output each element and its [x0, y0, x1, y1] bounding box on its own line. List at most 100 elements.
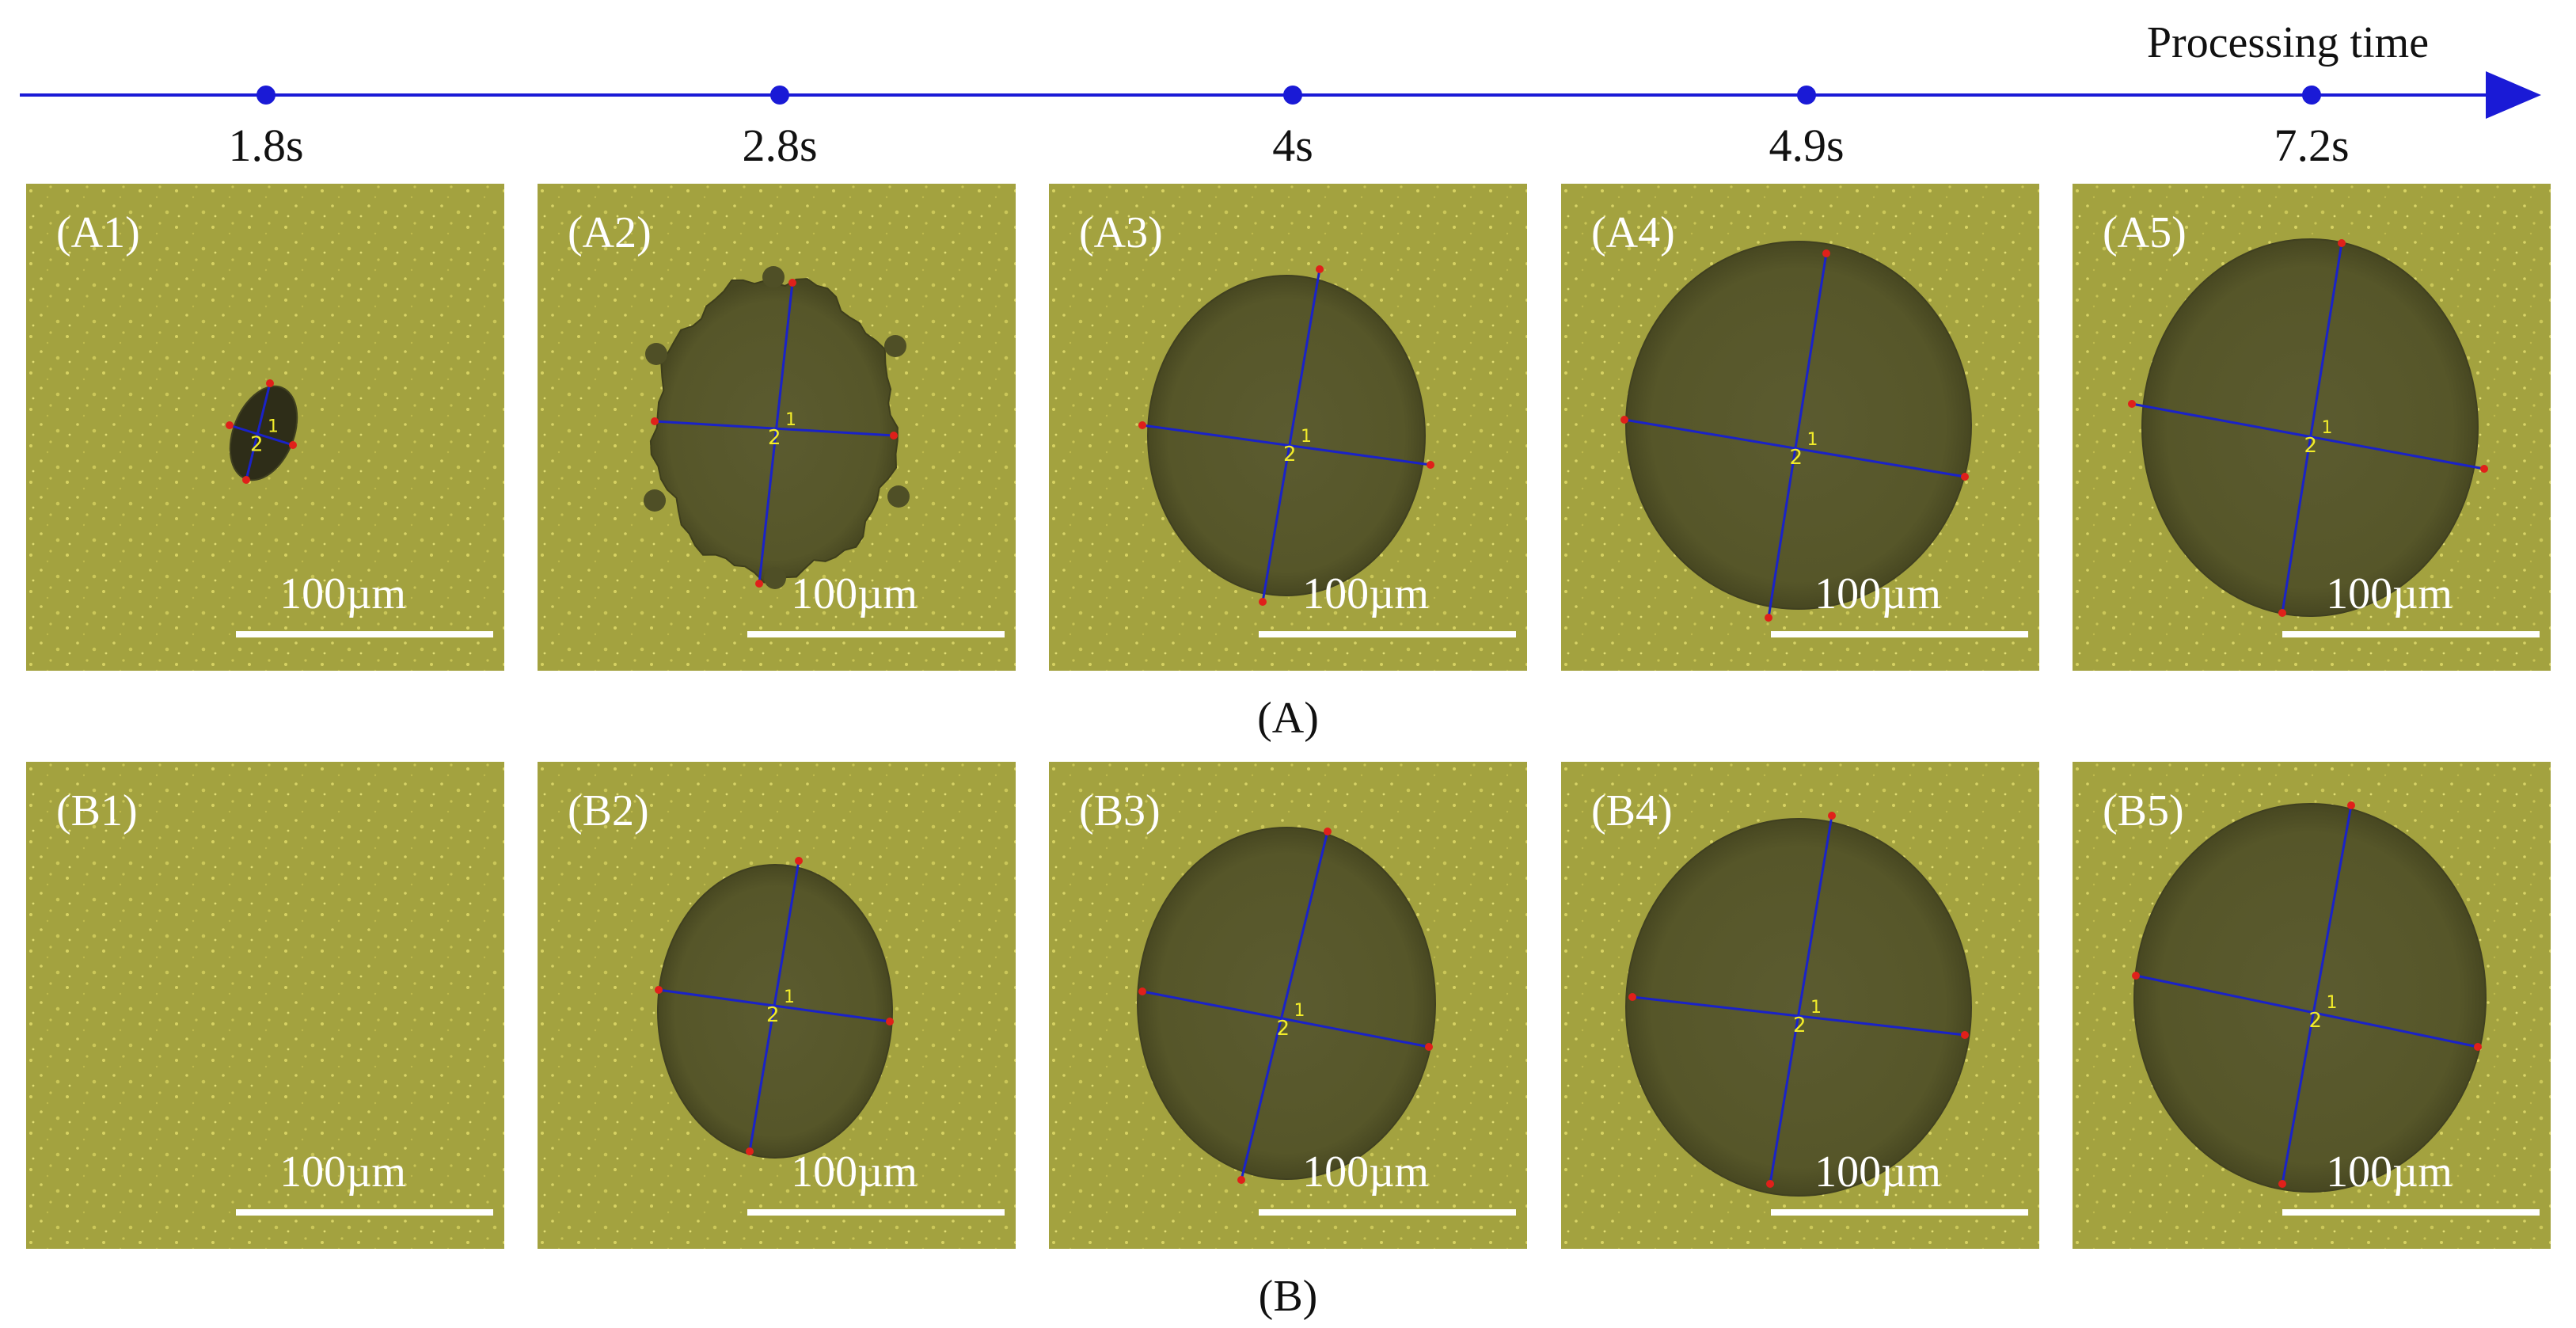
measure-endpoint	[2347, 801, 2355, 809]
timeline-time-label: 4s	[1272, 120, 1313, 171]
measure-endpoint	[1961, 473, 1969, 481]
measure-line-minor	[229, 424, 294, 447]
measure-endpoint	[2474, 1043, 2482, 1051]
scale-bar	[1259, 631, 1516, 637]
scale-bar	[1771, 1209, 2028, 1216]
measure-endpoint	[1259, 598, 1267, 606]
scale-bar-label: 100µm	[279, 1147, 406, 1197]
scale-bar-label: 100µm	[791, 569, 918, 618]
micrograph-panel: 12 (A5) 100µm	[2073, 184, 2551, 671]
timeline: Processing time 1.8s 2.8s 4s 4.9s 7.2s	[20, 18, 2541, 171]
timeline-marker	[1283, 86, 1302, 105]
scale-bar	[2282, 631, 2540, 637]
measure-line-minor	[1142, 424, 1431, 466]
measure-id-label: 1	[2327, 993, 2338, 1013]
scale-bar-label: 100µm	[791, 1147, 918, 1197]
measure-endpoint	[1828, 812, 1836, 820]
row-captions: (A) (B)	[1257, 694, 1319, 1321]
scale-bar-label: 100µm	[1814, 569, 1941, 618]
measure-endpoint	[1425, 1043, 1433, 1051]
measure-id-label: 1	[1294, 1001, 1305, 1021]
measure-id-label: 2	[1277, 1017, 1290, 1041]
measure-id-label: 2	[768, 426, 781, 450]
crater-edge-protrusion	[645, 343, 667, 365]
scale-bar-label: 100µm	[2326, 569, 2453, 618]
measure-endpoint	[890, 432, 898, 439]
measure-line-minor	[2131, 402, 2485, 470]
micrograph-panel: 12 (B5) 100µm	[2073, 762, 2551, 1249]
panel-label: (B1)	[56, 786, 138, 835]
measure-id-label: 1	[785, 410, 796, 430]
measure-endpoint	[755, 580, 763, 588]
measure-endpoint	[226, 421, 234, 429]
scale-bar-label: 100µm	[2326, 1147, 2453, 1197]
measure-line-minor	[1632, 995, 1966, 1037]
timeline-label: Processing time	[2147, 18, 2429, 67]
measure-endpoint	[1316, 265, 1324, 273]
timeline-marker	[256, 86, 275, 105]
scale-bar	[236, 1209, 493, 1216]
panel-label: (B5)	[2103, 786, 2184, 835]
timeline-marker	[2302, 86, 2321, 105]
measure-endpoint	[1766, 1180, 1774, 1188]
measure-id-label: 1	[784, 987, 795, 1007]
crater-edge-protrusion	[887, 485, 910, 508]
micrograph-panel: 12 (A2) 100µm	[538, 184, 1016, 671]
micrograph-panel: 12 (A3) 100µm	[1049, 184, 1527, 671]
measure-endpoint	[2128, 400, 2136, 408]
measure-line-major	[245, 382, 272, 481]
measure-line-minor	[1142, 990, 1430, 1048]
measure-endpoint	[2480, 465, 2488, 473]
measure-line-major	[2281, 242, 2343, 614]
timeline-time-label: 2.8s	[742, 120, 817, 171]
scale-bar-label: 100µm	[1302, 1147, 1429, 1197]
ablation-crater	[1137, 827, 1436, 1180]
row-caption-b: (B)	[1259, 1272, 1318, 1321]
ablation-crater	[2141, 238, 2479, 617]
ablation-crater	[2133, 803, 2487, 1193]
measure-endpoint	[1324, 828, 1332, 835]
measure-id-label: 1	[268, 417, 279, 437]
measure-id-label: 2	[2309, 1009, 2323, 1033]
measure-id-label: 2	[766, 1003, 780, 1027]
micrograph-panel: 12 (B2) 100µm	[538, 762, 1016, 1249]
scale-bar	[236, 631, 493, 637]
timeline-marker	[1797, 86, 1816, 105]
measure-endpoint	[1237, 1176, 1245, 1184]
measure-line-minor	[1624, 418, 1966, 478]
panel-label: (A5)	[2103, 208, 2187, 257]
measure-line-major	[1261, 268, 1321, 603]
measure-id-label: 2	[2304, 434, 2318, 458]
micrograph-panel: 12 (A1) 100µm	[26, 184, 504, 671]
measure-id-label: 1	[2322, 418, 2333, 438]
crater-edge-protrusion	[884, 335, 906, 357]
measure-id-label: 2	[250, 433, 264, 457]
crater-edge-protrusion	[762, 266, 785, 288]
micrograph-panel: 12 (B3) 100µm	[1049, 762, 1527, 1249]
ablation-crater	[657, 864, 893, 1159]
measure-endpoint	[886, 1018, 894, 1025]
measure-endpoint	[651, 417, 659, 425]
measure-line-major	[758, 282, 794, 584]
measure-line-major	[1767, 253, 1828, 618]
measure-endpoint	[2132, 972, 2140, 980]
measure-id-label: 1	[1807, 430, 1818, 450]
scale-bar	[747, 1209, 1005, 1216]
measure-endpoint	[2278, 609, 2286, 617]
timeline-marker	[770, 86, 789, 105]
measure-endpoint	[1620, 416, 1628, 424]
panel-label: (B2)	[568, 786, 649, 835]
measure-endpoint	[795, 857, 803, 865]
timeline-time-label: 1.8s	[228, 120, 303, 171]
row-caption-a: (A)	[1257, 694, 1319, 743]
panel-label: (A3)	[1079, 208, 1163, 257]
scale-bar	[1259, 1209, 1516, 1216]
crater-edge-protrusion	[764, 567, 786, 589]
measure-line-minor	[658, 988, 891, 1023]
measure-id-label: 1	[1301, 427, 1312, 447]
micrograph-panel: (B1) 100µm	[26, 762, 504, 1249]
substrate-texture	[26, 762, 504, 1249]
panel-label: (A1)	[56, 208, 140, 257]
measure-endpoint	[1427, 461, 1434, 469]
